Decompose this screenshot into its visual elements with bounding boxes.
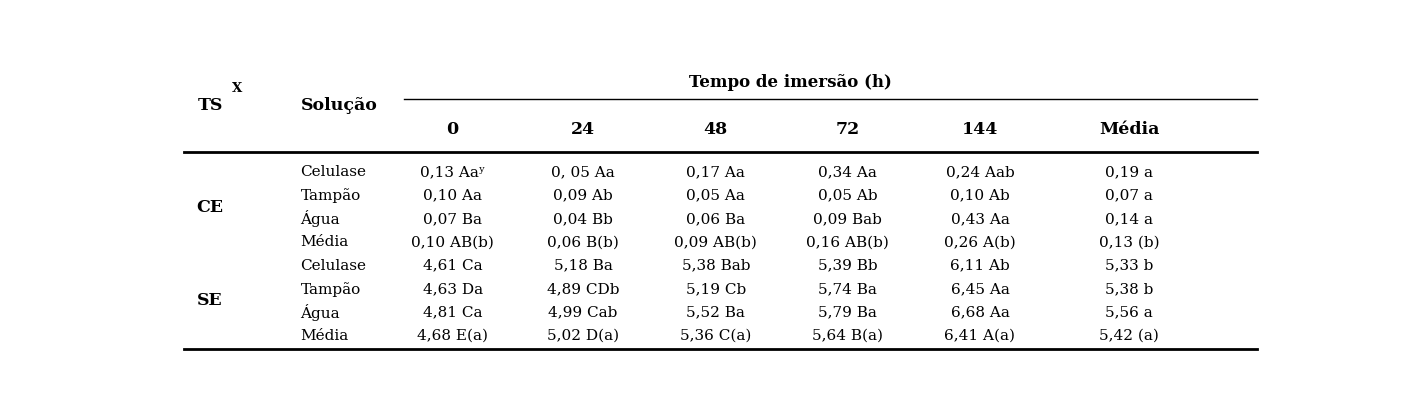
Text: 5,74 Ba: 5,74 Ba (818, 282, 877, 296)
Text: Tampão: Tampão (300, 188, 361, 203)
Text: 0,17 Aa: 0,17 Aa (686, 165, 745, 179)
Text: 0,13 Aaʸ: 0,13 Aaʸ (419, 165, 485, 179)
Text: 0,13 (b): 0,13 (b) (1099, 235, 1159, 249)
Text: 5,33 b: 5,33 b (1104, 259, 1153, 273)
Text: 5,18 Ba: 5,18 Ba (554, 259, 613, 273)
Text: 5,36 C(a): 5,36 C(a) (680, 329, 752, 343)
Text: 0,09 Bab: 0,09 Bab (812, 212, 881, 226)
Text: Média: Média (300, 235, 349, 249)
Text: Média: Média (300, 329, 349, 343)
Text: 24: 24 (571, 121, 595, 138)
Text: 6,11 Ab: 6,11 Ab (950, 259, 1010, 273)
Text: 0,06 Ba: 0,06 Ba (686, 212, 745, 226)
Text: 0,26 A(b): 0,26 A(b) (944, 235, 1016, 249)
Text: 0,05 Aa: 0,05 Aa (686, 188, 745, 203)
Text: 0,07 a: 0,07 a (1106, 188, 1153, 203)
Text: Média: Média (1099, 121, 1159, 138)
Text: 0,05 Ab: 0,05 Ab (818, 188, 877, 203)
Text: 5,56 a: 5,56 a (1106, 306, 1153, 320)
Text: 0,34 Aa: 0,34 Aa (818, 165, 877, 179)
Text: 5,52 Ba: 5,52 Ba (686, 306, 745, 320)
Text: 72: 72 (835, 121, 860, 138)
Text: Água: Água (300, 211, 340, 228)
Text: 5,39 Bb: 5,39 Bb (818, 259, 877, 273)
Text: 0,10 Ab: 0,10 Ab (950, 188, 1010, 203)
Text: 5,38 Bab: 5,38 Bab (682, 259, 751, 273)
Text: 0, 05 Aa: 0, 05 Aa (551, 165, 615, 179)
Text: 4,63 Da: 4,63 Da (422, 282, 483, 296)
Text: 5,79 Ba: 5,79 Ba (818, 306, 877, 320)
Text: 0,04 Bb: 0,04 Bb (553, 212, 613, 226)
Text: 4,68 E(a): 4,68 E(a) (417, 329, 488, 343)
Text: 4,89 CDb: 4,89 CDb (547, 282, 619, 296)
Text: 0,10 Aa: 0,10 Aa (424, 188, 483, 203)
Text: TS: TS (198, 97, 223, 114)
Text: 5,64 B(a): 5,64 B(a) (812, 329, 882, 343)
Text: 0,07 Ba: 0,07 Ba (424, 212, 483, 226)
Text: 0,43 Aa: 0,43 Aa (951, 212, 1009, 226)
Text: 4,99 Cab: 4,99 Cab (549, 306, 617, 320)
Text: 0,19 a: 0,19 a (1106, 165, 1153, 179)
Text: 144: 144 (962, 121, 998, 138)
Text: 0,16 AB(b): 0,16 AB(b) (805, 235, 888, 249)
Text: 4,61 Ca: 4,61 Ca (422, 259, 483, 273)
Text: Tampão: Tampão (300, 282, 361, 297)
Text: 5,38 b: 5,38 b (1104, 282, 1153, 296)
Text: 5,42 (a): 5,42 (a) (1099, 329, 1159, 343)
Text: 6,68 Aa: 6,68 Aa (951, 306, 1009, 320)
Text: 0,06 B(b): 0,06 B(b) (547, 235, 619, 249)
Text: CE: CE (196, 199, 223, 216)
Text: 0: 0 (446, 121, 459, 138)
Text: 0,14 a: 0,14 a (1106, 212, 1153, 226)
Text: 4,81 Ca: 4,81 Ca (422, 306, 483, 320)
Text: 0,09 AB(b): 0,09 AB(b) (675, 235, 758, 249)
Text: Solução: Solução (300, 97, 377, 114)
Text: 0,10 AB(b): 0,10 AB(b) (411, 235, 494, 249)
Text: Água: Água (300, 304, 340, 321)
Text: 6,41 A(a): 6,41 A(a) (944, 329, 1016, 343)
Text: SE: SE (198, 292, 223, 309)
Text: Celulase: Celulase (300, 165, 366, 179)
Text: Celulase: Celulase (300, 259, 366, 273)
Text: 48: 48 (704, 121, 728, 138)
Text: X: X (231, 82, 243, 95)
Text: 5,19 Cb: 5,19 Cb (686, 282, 746, 296)
Text: 0,09 Ab: 0,09 Ab (553, 188, 613, 203)
Text: 6,45 Aa: 6,45 Aa (951, 282, 1009, 296)
Text: 0,24 Aab: 0,24 Aab (946, 165, 1014, 179)
Text: 5,02 D(a): 5,02 D(a) (547, 329, 619, 343)
Text: Tempo de imersão (h): Tempo de imersão (h) (689, 74, 892, 91)
